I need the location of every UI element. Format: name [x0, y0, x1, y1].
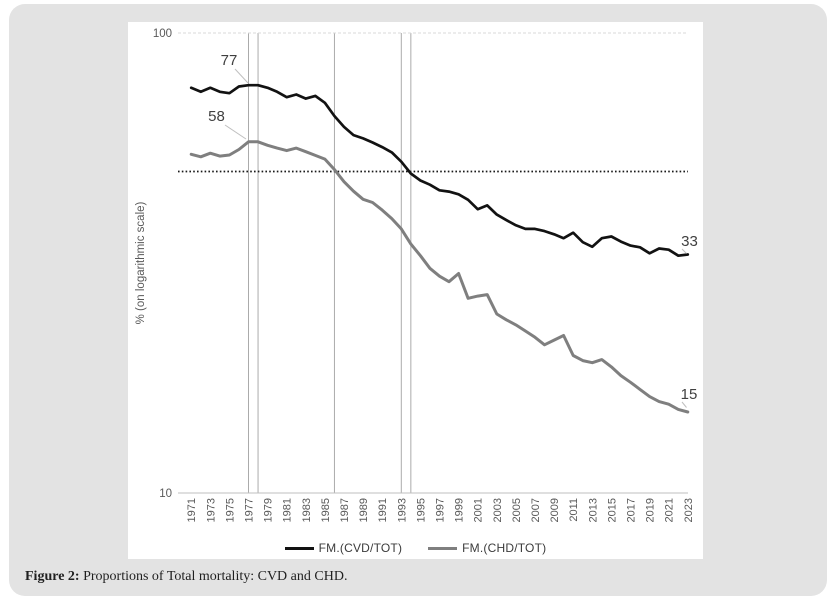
- y-axis-title: % (on logarithmic scale): [135, 201, 147, 324]
- x-tick-label-1977: 1977: [244, 498, 256, 522]
- x-tick-label-1995: 1995: [415, 498, 427, 522]
- x-tick-label-1997: 1997: [435, 498, 447, 522]
- annotation-value-33: 33: [681, 233, 698, 250]
- x-tick-label-2023: 2023: [683, 498, 695, 522]
- x-tick-label-2007: 2007: [530, 498, 542, 522]
- x-tick-label-1999: 1999: [454, 498, 466, 522]
- x-tick-label-1993: 1993: [396, 498, 408, 522]
- x-tick-label-1975: 1975: [224, 498, 236, 522]
- chart-legend: FM.(CVD/TOT) FM.(CHD/TOT): [128, 539, 703, 557]
- x-tick-label-2017: 2017: [626, 498, 638, 522]
- y-tick-label-10: 10: [159, 488, 172, 500]
- x-tick-label-1979: 1979: [263, 498, 275, 522]
- x-tick-label-2003: 2003: [492, 498, 504, 522]
- x-tick-label-1973: 1973: [205, 498, 217, 522]
- x-tick-label-2011: 2011: [568, 498, 580, 522]
- legend-item-fmcvdtot: FM.(CVD/TOT): [284, 541, 403, 555]
- chart-panel: [128, 22, 703, 559]
- x-tick-label-2001: 2001: [473, 498, 485, 522]
- annotation-value-15: 15: [681, 386, 698, 403]
- annotation-leader-33: [681, 248, 687, 254]
- x-tick-label-1983: 1983: [301, 498, 313, 522]
- legend-swatch: [428, 546, 458, 550]
- x-tick-label-2015: 2015: [606, 498, 618, 522]
- annotation-value-77: 77: [221, 52, 238, 69]
- x-tick-label-2005: 2005: [511, 498, 523, 522]
- figure-caption-text: Proportions of Total mortality: CVD and …: [79, 569, 348, 584]
- figure-caption: Figure 2: Proportions of Total mortality…: [25, 569, 347, 585]
- x-tick-label-1991: 1991: [377, 498, 389, 522]
- series-line-fmcvdtot: [189, 83, 690, 258]
- y-tick-label-100: 100: [153, 28, 172, 40]
- x-tick-label-1989: 1989: [358, 498, 370, 522]
- x-tick-label-1985: 1985: [320, 498, 332, 522]
- legend-swatch: [284, 546, 314, 550]
- figure-caption-label: Figure 2:: [25, 569, 80, 584]
- x-tick-label-2021: 2021: [664, 498, 676, 522]
- annotation-leader-15: [681, 401, 687, 408]
- series-line-fmchdtot: [189, 140, 690, 414]
- x-tick-label-2019: 2019: [645, 498, 657, 522]
- x-tick-label-1971: 1971: [186, 498, 198, 522]
- x-tick-label-1981: 1981: [282, 498, 294, 522]
- annotation-leader-77: [234, 68, 249, 84]
- legend-label: FM.(CVD/TOT): [318, 541, 403, 555]
- annotation-leader-58: [224, 124, 247, 140]
- annotation-value-58: 58: [208, 108, 225, 125]
- x-tick-label-2009: 2009: [549, 498, 561, 522]
- x-tick-label-2013: 2013: [587, 498, 599, 522]
- legend-item-fmchdtot: FM.(CHD/TOT): [428, 541, 546, 555]
- x-tick-label-1987: 1987: [339, 498, 351, 522]
- legend-label: FM.(CHD/TOT): [462, 541, 547, 555]
